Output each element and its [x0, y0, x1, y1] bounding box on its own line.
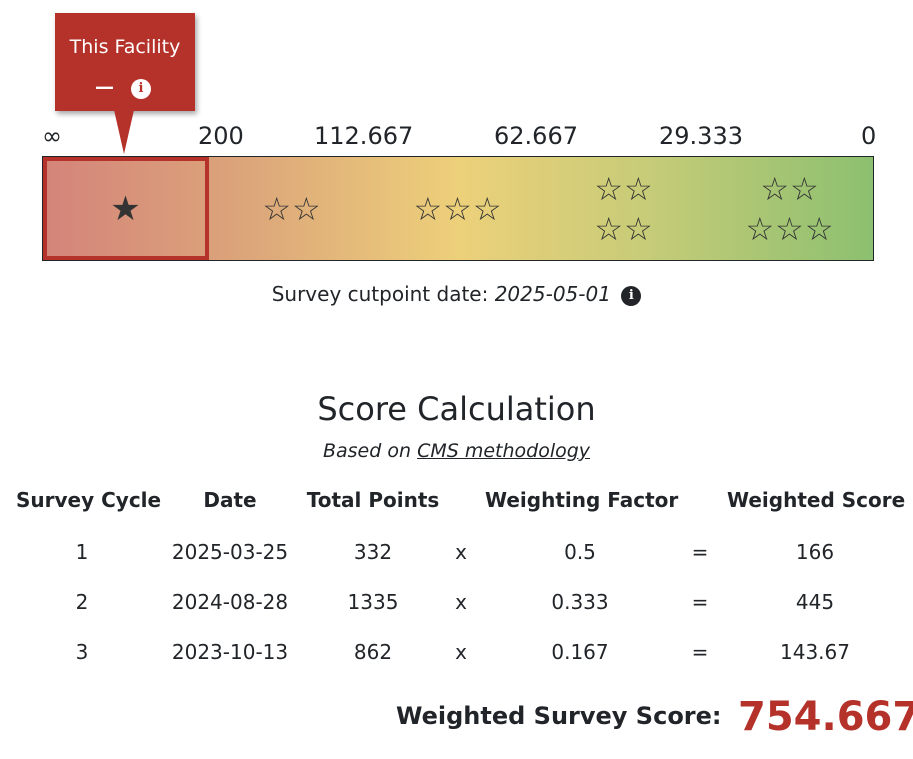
cell-points: 332 — [353, 540, 393, 564]
star-outline-icon: ☆☆ — [594, 169, 654, 208]
cutpoint-label: 112.667 — [314, 122, 414, 150]
rating-segment-2-star: ☆☆ — [209, 157, 375, 260]
cell-points: 862 — [353, 640, 393, 664]
cutpoint-date-value: 2025-05-01 — [494, 282, 611, 306]
star-icon: ★ — [110, 188, 142, 229]
star-rating-bar: ★ ☆☆ ☆☆☆ ☆☆ ☆☆ ☆☆ ☆☆☆ — [42, 156, 874, 261]
cell-cycle: 2 — [75, 590, 89, 614]
cell-date: 2024-08-28 — [171, 590, 289, 614]
rating-segment-4-star: ☆☆ ☆☆ — [541, 157, 707, 260]
cutpoint-date-label: Survey cutpoint date: — [271, 282, 489, 306]
cell-weighted: 445 — [795, 590, 835, 614]
multiply-sign: x — [455, 540, 467, 564]
weighted-survey-score-label: Weighted Survey Score: — [396, 702, 722, 730]
score-calculation-title: Score Calculation — [317, 390, 596, 428]
header-survey-cycle: Survey Cycle — [16, 488, 162, 512]
cell-weighted: 166 — [795, 540, 835, 564]
star-outline-icon: ☆☆ — [262, 189, 322, 228]
cell-date: 2025-03-25 — [171, 540, 289, 564]
rating-segment-3-star: ☆☆☆ — [375, 157, 541, 260]
equals-sign: = — [691, 590, 709, 614]
cutpoint-label: 29.333 — [659, 122, 743, 150]
cell-factor: 0.333 — [551, 590, 609, 614]
star-outline-icon: ☆☆☆ — [413, 189, 503, 228]
info-icon[interactable]: i — [621, 286, 642, 306]
survey-cutpoint-date: Survey cutpoint date: 2025-05-01 i — [0, 282, 913, 306]
multiply-sign: x — [455, 590, 467, 614]
equals-sign: = — [691, 640, 709, 664]
header-date: Date — [203, 488, 257, 512]
callout-value: — — [95, 76, 114, 98]
cell-cycle: 3 — [75, 640, 89, 664]
cell-weighted: 143.67 — [780, 640, 850, 664]
multiply-sign: x — [455, 640, 467, 664]
cutpoint-label: 200 — [198, 122, 244, 150]
cell-factor: 0.167 — [551, 640, 609, 664]
cutpoint-label: 0 — [861, 122, 877, 150]
rating-segment-5-star: ☆☆ ☆☆☆ — [707, 157, 873, 260]
header-weighted-score: Weighted Score — [727, 488, 906, 512]
cell-points: 1335 — [347, 590, 399, 614]
callout-title: This Facility — [69, 36, 181, 58]
header-total-points: Total Points — [306, 488, 440, 512]
equals-sign: = — [691, 540, 709, 564]
star-outline-icon: ☆☆ — [760, 169, 820, 208]
rating-segment-1-star: ★ — [43, 157, 209, 260]
subtitle-prefix: Based on — [322, 440, 412, 462]
cell-date: 2023-10-13 — [171, 640, 289, 664]
cutpoint-label: ∞ — [42, 122, 62, 150]
star-outline-icon: ☆☆☆ — [745, 209, 835, 248]
cutpoint-label: 62.667 — [494, 122, 578, 150]
info-icon[interactable]: i — [131, 79, 151, 99]
star-outline-icon: ☆☆ — [594, 209, 654, 248]
header-weighting-factor: Weighting Factor — [485, 488, 679, 512]
this-facility-callout: This Facility — i — [55, 13, 195, 111]
score-calculation-subtitle: Based on CMS methodology — [0, 440, 913, 462]
callout-pointer — [114, 110, 134, 154]
cell-cycle: 1 — [75, 540, 89, 564]
cms-methodology-link[interactable]: CMS methodology — [417, 440, 591, 462]
weighted-survey-score-value: 754.667 — [738, 694, 913, 740]
cell-factor: 0.5 — [564, 540, 596, 564]
